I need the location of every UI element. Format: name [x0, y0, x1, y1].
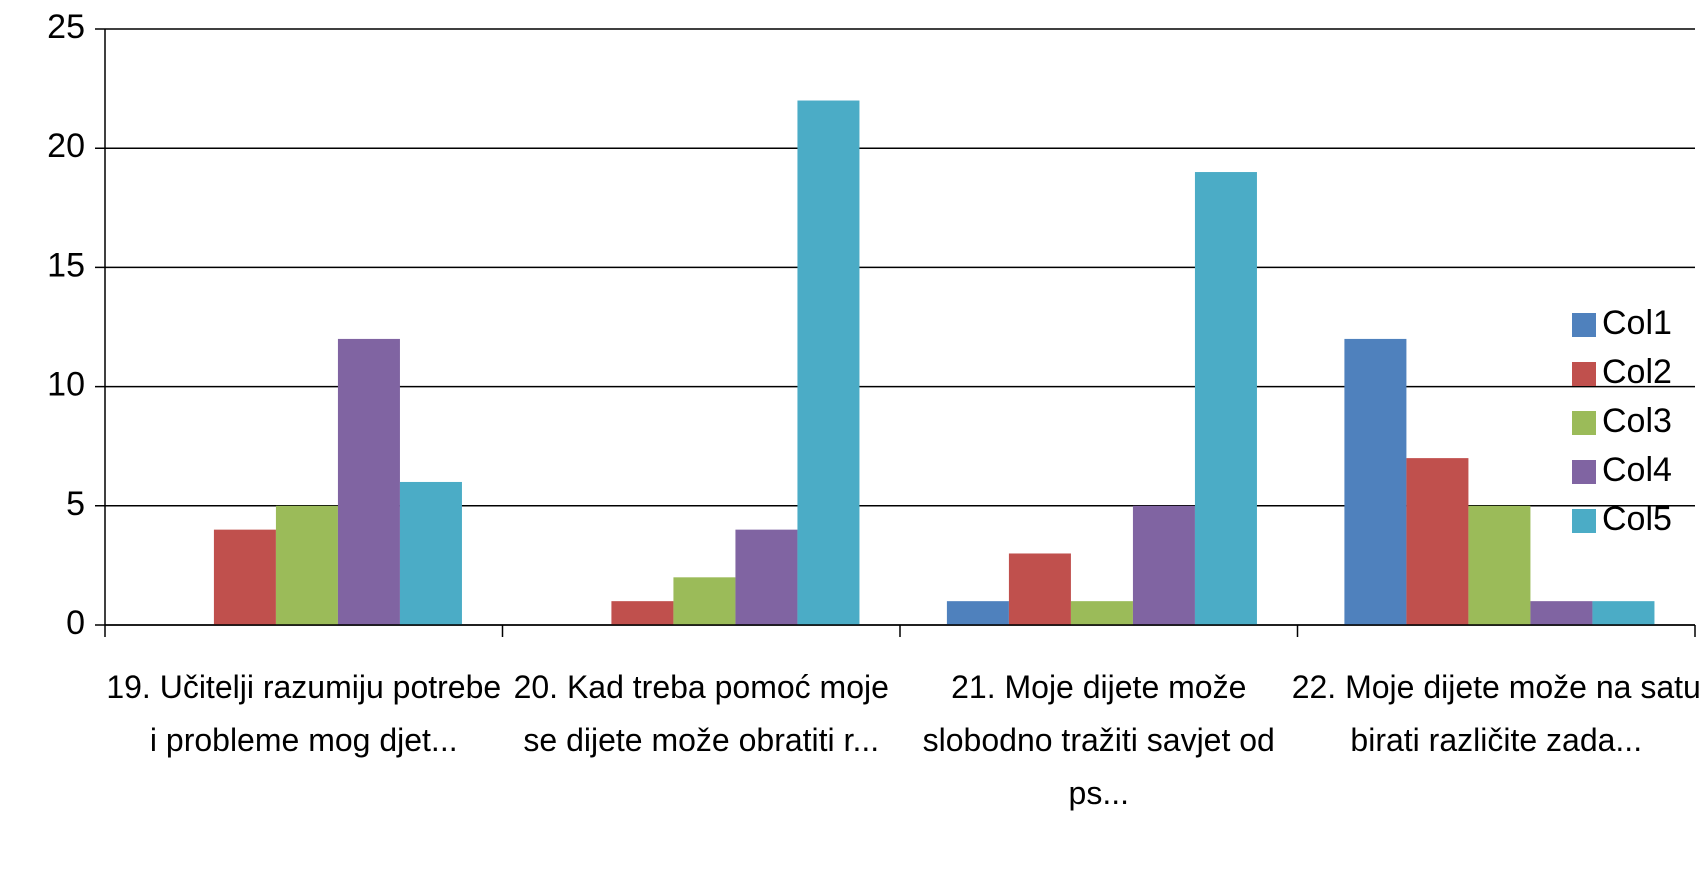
legend-swatch — [1572, 460, 1596, 484]
legend-label: Col1 — [1602, 304, 1672, 342]
y-tick-label: 25 — [47, 8, 85, 46]
bar — [337, 338, 400, 625]
bar — [275, 505, 338, 625]
bar — [1468, 505, 1531, 625]
bar — [1530, 601, 1593, 625]
bar — [1132, 505, 1195, 625]
x-tick-label-box: 22. Moje dijete može na satu birati razl… — [1291, 669, 1700, 758]
legend-label: Col2 — [1602, 353, 1672, 391]
bar — [213, 529, 276, 625]
y-tick-label: 5 — [66, 485, 85, 523]
y-tick-label: 15 — [47, 246, 85, 284]
bar — [735, 529, 798, 625]
x-tick-label: 21. Moje dijete može slobodno tražiti sa… — [922, 669, 1275, 811]
legend-swatch — [1572, 509, 1596, 533]
x-tick-label: 19. Učitelji razumiju potrebe i probleme… — [106, 669, 502, 758]
x-tick-label: 22. Moje dijete može na satu birati razl… — [1291, 669, 1700, 758]
bar — [1406, 458, 1469, 625]
y-tick-label: 0 — [66, 604, 85, 642]
legend-label: Col4 — [1602, 451, 1672, 489]
x-tick-label-box: 21. Moje dijete može slobodno tražiti sa… — [922, 669, 1275, 811]
legend-label: Col5 — [1602, 500, 1672, 538]
y-tick-label: 10 — [47, 366, 85, 404]
bar — [399, 481, 462, 625]
bar — [1194, 172, 1257, 626]
legend-swatch — [1572, 313, 1596, 337]
bar — [1070, 601, 1133, 625]
x-tick-label: 20. Kad treba pomoć moje se dijete može … — [513, 669, 889, 758]
bar — [673, 577, 736, 625]
bar — [797, 100, 860, 625]
bar — [1344, 338, 1407, 625]
legend-swatch — [1572, 362, 1596, 386]
bar — [611, 601, 674, 625]
bar — [1008, 553, 1071, 625]
y-tick-label: 20 — [47, 127, 85, 165]
bar — [1592, 601, 1655, 625]
legend-swatch — [1572, 411, 1596, 435]
x-tick-label-box: 19. Učitelji razumiju potrebe i probleme… — [106, 669, 502, 758]
bar — [946, 601, 1009, 625]
x-tick-label-box: 20. Kad treba pomoć moje se dijete može … — [513, 669, 889, 758]
legend-label: Col3 — [1602, 402, 1672, 440]
